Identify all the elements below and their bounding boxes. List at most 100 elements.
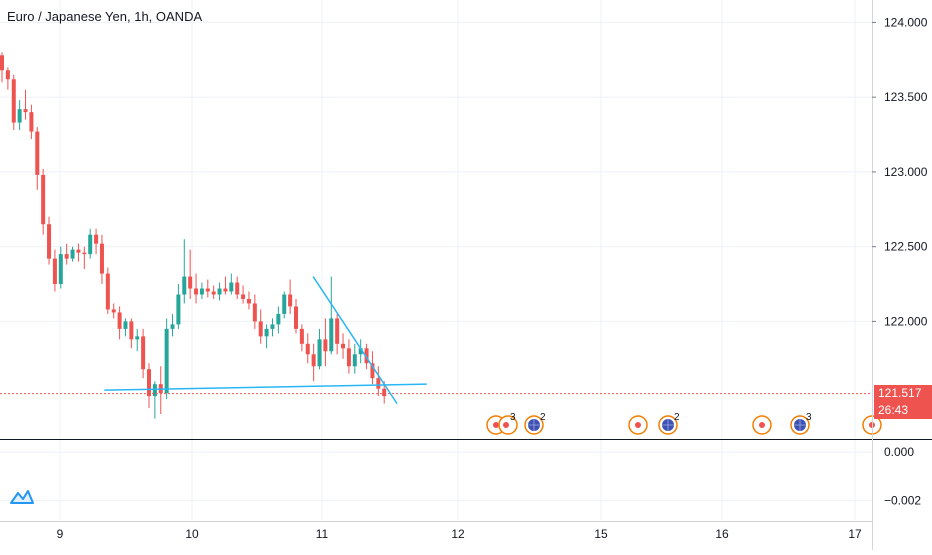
candle-body [17, 109, 22, 123]
candle-body [188, 276, 193, 289]
candle-body [258, 321, 263, 337]
candle-body [129, 321, 134, 340]
candle-body [35, 131, 40, 175]
event-count: 2 [674, 412, 680, 423]
time-tick-label: 9 [57, 527, 64, 541]
candle-body [346, 348, 351, 367]
globe-lines [662, 419, 674, 431]
candle-body [199, 288, 204, 295]
candle-body [141, 336, 146, 370]
candle-body [164, 328, 169, 394]
candle-body [11, 79, 16, 123]
candle-body [235, 282, 240, 295]
economic-event-icon[interactable] [752, 415, 772, 435]
trendlines-group [0, 276, 872, 405]
candle-body [288, 294, 293, 307]
globe-lines [794, 419, 806, 431]
candle-body [358, 348, 363, 355]
candle-body [52, 258, 57, 285]
event-count: 3 [806, 412, 812, 423]
price-tick-label: 124.000 [884, 15, 928, 29]
candle-body [5, 70, 10, 80]
candle-body [299, 328, 304, 344]
candle-body [317, 339, 322, 367]
candle-body [99, 243, 104, 274]
price-tick-label: 122.500 [884, 240, 928, 254]
candle-body [105, 273, 110, 310]
candle-body [294, 306, 298, 329]
candle-body [88, 234, 93, 255]
candle-body [370, 363, 375, 379]
indicator-tick-label: −0.002 [884, 494, 921, 508]
logo-icon [10, 490, 34, 504]
candle-body [323, 339, 328, 352]
candle-body [352, 354, 357, 367]
candle-body [205, 288, 210, 292]
candle-body [382, 388, 387, 397]
time-tick-label: 10 [185, 527, 199, 541]
event-dot [493, 422, 499, 428]
trendline [312, 276, 398, 405]
price-tick-label: 122.000 [884, 314, 928, 328]
globe-event-icon[interactable]: 3 [790, 412, 812, 435]
candle-body [82, 252, 87, 255]
countdown-tag: 26:43 [874, 401, 932, 419]
globe-event-icon[interactable]: 2 [658, 412, 680, 435]
event-dot [759, 422, 765, 428]
candle-body [41, 174, 46, 225]
candle-body [264, 328, 269, 337]
candle-body [58, 254, 63, 285]
candle-body [182, 276, 187, 295]
time-tick-label: 12 [451, 527, 465, 541]
price-tick-label: 123.000 [884, 165, 928, 179]
candle-body [135, 336, 140, 340]
candle-body [70, 249, 75, 259]
candle-body [170, 324, 175, 329]
time-tick-label: 17 [848, 527, 862, 541]
candle-body [217, 288, 222, 295]
candle-body [152, 384, 157, 397]
last-price-tag: 121.517 [874, 384, 932, 402]
event-count: 3 [510, 412, 516, 423]
candle-body [211, 291, 216, 295]
candle-body [376, 378, 381, 389]
candle-body [76, 249, 81, 253]
candle-body [311, 354, 316, 367]
events-group: 3 2 2 3 [486, 412, 882, 435]
candle-body [270, 324, 275, 329]
candle-body [29, 112, 34, 132]
candle-body [305, 343, 310, 355]
indicator-tick-label: 0.000 [884, 445, 914, 459]
event-count: 2 [540, 412, 546, 423]
globe-event-icon[interactable]: 2 [524, 412, 546, 435]
price-tick-label: 123.500 [884, 90, 928, 104]
candle-body [223, 288, 228, 292]
candle-body [47, 224, 52, 259]
economic-event-icon[interactable]: 3 [486, 412, 518, 435]
time-tick-label: 16 [715, 527, 729, 541]
candle-body [364, 348, 369, 364]
candles-group [0, 52, 387, 419]
chart-title: Euro / Japanese Yen, 1h, OANDA [7, 9, 203, 24]
candle-body [0, 55, 4, 71]
candle-body [241, 294, 246, 299]
economic-event-icon[interactable] [628, 415, 648, 435]
time-tick-label: 15 [594, 527, 608, 541]
candle-body [111, 309, 116, 313]
event-dot [635, 422, 641, 428]
time-tick-label: 11 [316, 527, 329, 541]
candle-body [194, 288, 199, 295]
candle-body [341, 343, 346, 349]
candle-body [123, 321, 128, 329]
candle-body [276, 313, 281, 325]
tradingview-logo[interactable] [7, 484, 37, 508]
trendline [104, 383, 427, 391]
candle-body [252, 303, 257, 322]
candle-body [23, 109, 28, 113]
candle-body [329, 318, 334, 352]
candle-body [229, 282, 234, 292]
candle-body [117, 312, 122, 329]
